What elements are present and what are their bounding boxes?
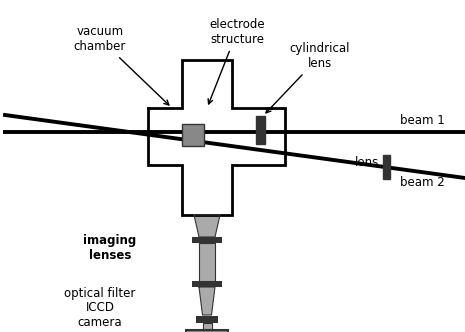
Bar	[192, 237, 222, 243]
Bar	[192, 281, 222, 287]
Text: electrode
structure: electrode structure	[208, 18, 265, 104]
Polygon shape	[194, 215, 220, 237]
Bar	[182, 124, 204, 146]
Text: optical filter: optical filter	[64, 287, 136, 299]
Text: beam 1: beam 1	[400, 114, 445, 126]
Bar	[202, 323, 212, 330]
Text: vacuum
chamber: vacuum chamber	[74, 25, 169, 105]
Bar	[256, 116, 265, 144]
Bar	[383, 155, 390, 179]
Text: beam 2: beam 2	[400, 177, 445, 190]
Text: lens: lens	[355, 155, 379, 169]
Text: imaging
lenses: imaging lenses	[83, 234, 137, 262]
Text: cylindrical
lens: cylindrical lens	[266, 42, 350, 113]
Bar	[196, 316, 218, 323]
Polygon shape	[199, 243, 215, 281]
Text: ICCD
camera: ICCD camera	[78, 301, 122, 329]
Polygon shape	[199, 287, 215, 315]
Bar	[186, 330, 228, 332]
